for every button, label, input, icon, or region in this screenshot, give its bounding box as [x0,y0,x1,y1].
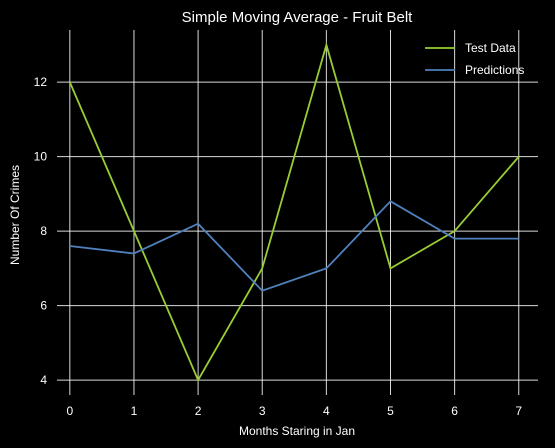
grid [57,30,538,395]
x-tick-label: 6 [451,404,458,418]
legend-label: Predictions [465,63,524,77]
y-axis-label: Number Of Crimes [8,165,22,265]
series-lines [68,41,520,383]
legend: Test Data Predictions [425,41,524,77]
x-tick-label: 3 [259,404,266,418]
chart-title: Simple Moving Average - Fruit Belt [182,9,413,26]
x-tick-label: 0 [66,404,73,418]
y-tick-label: 12 [34,75,48,89]
legend-label: Test Data [465,41,516,55]
series-line-test-data [68,41,520,383]
x-tick-label: 4 [323,404,330,418]
x-tick-label: 1 [131,404,138,418]
y-tick-label: 10 [34,150,48,164]
y-tick-label: 6 [40,299,47,313]
x-tick-label: 7 [515,404,522,418]
series-line-predictions [69,200,519,292]
y-tick-label: 4 [40,373,47,387]
y-tick-label: 8 [40,224,47,238]
x-axis-ticks: 0 1 2 3 4 5 6 7 [66,404,522,418]
x-tick-label: 2 [195,404,202,418]
x-tick-label: 5 [387,404,394,418]
x-axis-label: Months Staring in Jan [239,424,355,438]
y-axis-ticks: 4 6 8 10 12 [34,75,48,387]
